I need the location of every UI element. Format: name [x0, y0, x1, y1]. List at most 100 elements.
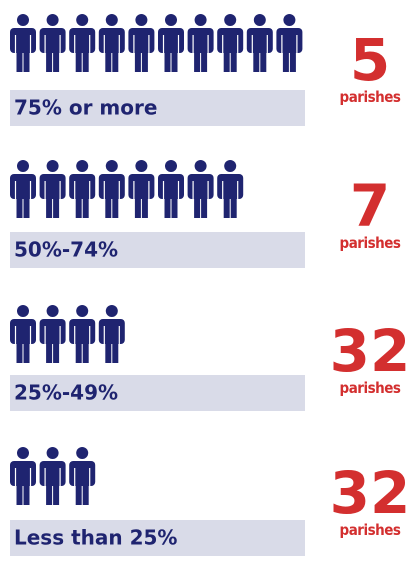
icon-body — [187, 28, 214, 53]
icon-body — [217, 28, 244, 53]
label-box — [10, 375, 305, 411]
icon-body — [39, 174, 66, 199]
icon-body — [69, 461, 96, 486]
icon-body — [10, 28, 36, 53]
icon-leg — [82, 50, 89, 72]
parish-count: 5 — [350, 26, 390, 94]
icon-body — [98, 174, 125, 199]
icon-head — [135, 160, 148, 172]
icon-leg — [53, 196, 60, 218]
person-icon — [69, 160, 96, 218]
icon-body — [10, 319, 36, 344]
icon-leg — [164, 196, 171, 218]
person-icon — [217, 160, 244, 218]
parish-count: 32 — [330, 459, 411, 527]
icon-head — [105, 14, 118, 26]
icon-leg — [112, 196, 119, 218]
icon-leg — [23, 483, 30, 505]
person-icon — [246, 14, 273, 72]
icon-head — [283, 14, 296, 26]
icon-leg — [46, 50, 53, 72]
icon-head — [224, 14, 237, 26]
parish-unit: parishes — [340, 379, 401, 397]
icon-leg — [201, 196, 208, 218]
icon-leg — [134, 50, 141, 72]
icon-head — [253, 14, 266, 26]
icon-leg — [105, 196, 112, 218]
icon-leg — [23, 50, 30, 72]
icon-body — [128, 28, 155, 53]
icon-head — [76, 305, 89, 317]
icon-head — [165, 14, 177, 26]
person-icon — [187, 160, 214, 218]
icon-body — [98, 28, 125, 53]
icon-head — [17, 305, 29, 317]
icon-body — [39, 319, 66, 344]
icon-leg — [171, 50, 178, 72]
icon-leg — [82, 483, 89, 505]
icon-body — [217, 174, 244, 199]
icon-body — [39, 461, 66, 486]
person-icon — [187, 14, 214, 72]
icon-body — [69, 174, 96, 199]
person-icon — [98, 14, 125, 72]
icon-head — [105, 305, 118, 317]
icon-leg — [112, 341, 119, 363]
person-icon — [128, 160, 155, 218]
icon-leg — [75, 196, 82, 218]
icon-head — [105, 160, 118, 172]
icon-head — [46, 447, 59, 459]
person-icon — [39, 160, 66, 218]
icon-leg — [141, 196, 148, 218]
parish-unit: parishes — [340, 88, 401, 106]
icon-leg — [46, 341, 53, 363]
icon-body — [39, 28, 66, 53]
person-icon — [217, 14, 244, 72]
icon-body — [69, 319, 96, 344]
icon-leg — [46, 483, 53, 505]
parish-count: 32 — [330, 317, 411, 385]
icon-leg — [194, 50, 201, 72]
row-label: 50%-74% — [14, 238, 118, 262]
icon-head — [46, 305, 59, 317]
person-icon — [69, 305, 96, 363]
person-icon — [10, 305, 36, 363]
icon-leg — [23, 196, 30, 218]
icon-leg — [289, 50, 296, 72]
icon-leg — [201, 50, 208, 72]
icon-head — [76, 447, 89, 459]
icon-head — [224, 160, 237, 172]
icon-head — [194, 14, 207, 26]
person-icon — [39, 447, 66, 505]
icon-leg — [134, 196, 141, 218]
icon-leg — [46, 196, 53, 218]
icon-leg — [75, 341, 82, 363]
icon-head — [165, 160, 177, 172]
icon-head — [46, 160, 59, 172]
icon-body — [69, 28, 96, 53]
icon-body — [98, 319, 125, 344]
person-icon — [39, 305, 66, 363]
icon-leg — [223, 50, 230, 72]
icon-body — [158, 174, 184, 199]
icon-leg — [230, 196, 237, 218]
icon-head — [17, 14, 29, 26]
icon-head — [76, 160, 89, 172]
icon-head — [76, 14, 89, 26]
label-box — [10, 232, 305, 268]
icon-leg — [230, 50, 237, 72]
icon-head — [194, 160, 207, 172]
icon-leg — [53, 50, 60, 72]
label-box — [10, 90, 305, 126]
icon-leg — [112, 50, 119, 72]
person-icon — [128, 14, 155, 72]
icon-head — [17, 447, 29, 459]
person-icon — [98, 305, 125, 363]
row-label: 75% or more — [14, 96, 157, 120]
row-label: 25%-49% — [14, 381, 118, 405]
person-icon — [69, 14, 96, 72]
person-icon — [39, 14, 66, 72]
icon-leg — [164, 50, 171, 72]
